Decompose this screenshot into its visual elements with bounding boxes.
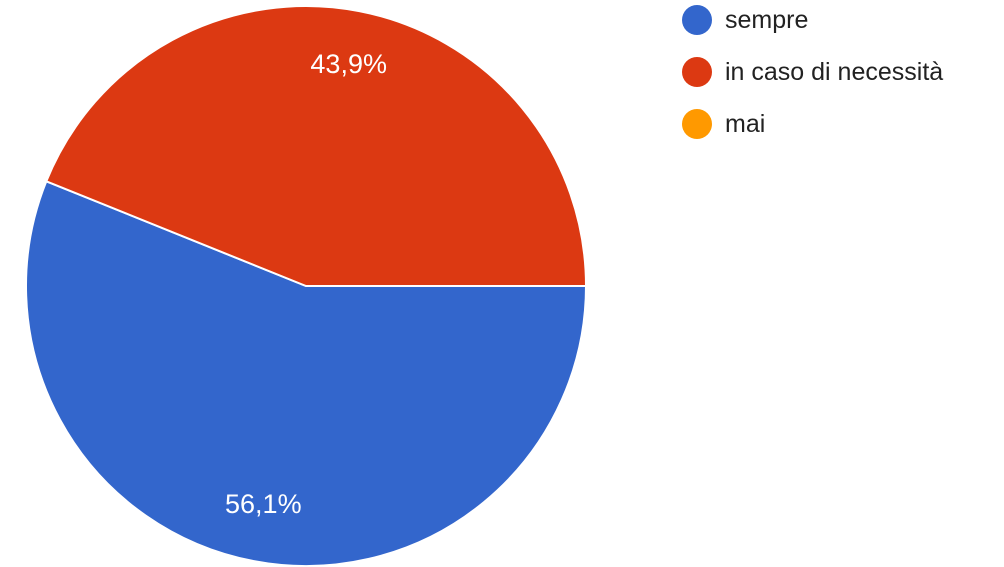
pie-slice-in-caso-di-necessita[interactable]: [45, 5, 588, 287]
legend-item-sempre[interactable]: sempre: [682, 3, 943, 37]
legend-label-in-caso-di-necessita: in caso di necessità: [725, 57, 944, 86]
legend-swatch-mai: [682, 109, 712, 139]
slice-label-in-caso-di-necessita: 43,9%: [310, 49, 387, 79]
chart-legend: sempre in caso di necessità mai: [682, 3, 943, 159]
legend-item-mai[interactable]: mai: [682, 107, 943, 141]
legend-label-sempre: sempre: [725, 5, 809, 34]
legend-item-in-caso-di-necessita[interactable]: in caso di necessità: [682, 55, 943, 89]
slice-label-sempre: 56,1%: [225, 489, 302, 519]
pie-slice-sempre[interactable]: [25, 179, 588, 567]
legend-swatch-sempre: [682, 5, 712, 35]
pie-chart: 56,1% 43,9%: [25, 5, 588, 567]
legend-swatch-in-caso-di-necessita: [682, 57, 712, 87]
legend-label-mai: mai: [725, 109, 766, 138]
